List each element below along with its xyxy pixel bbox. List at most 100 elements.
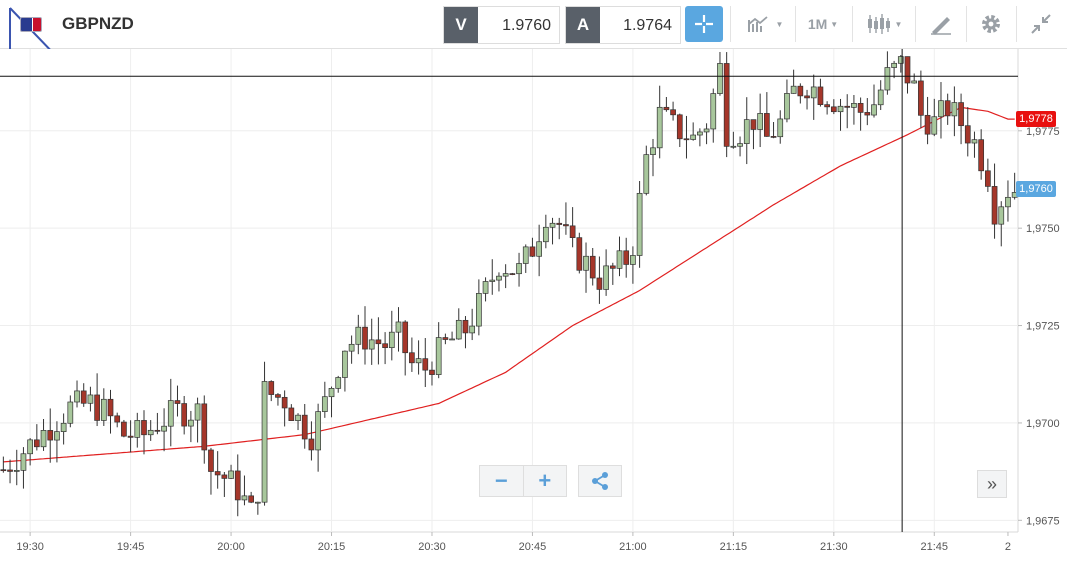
candle-bear (174, 400, 181, 404)
instrument-symbol[interactable]: GBPNZD (62, 14, 134, 33)
candle-bear (442, 337, 449, 340)
candle-bull (348, 343, 355, 352)
candle-bull (757, 113, 764, 130)
candle-bear (141, 420, 147, 436)
timeframe-dropdown[interactable]: 1M ▼ (800, 6, 846, 42)
last-price-tag: 1,9760 (1016, 181, 1056, 198)
indicator-button[interactable]: ▼ (740, 6, 790, 42)
candle-bull (911, 80, 918, 84)
candle-bear (94, 394, 100, 421)
double-chevron-right-icon: » (986, 473, 997, 494)
y-tick-label: 1,9700 (1026, 418, 1060, 430)
x-tick-label: 20:00 (217, 541, 245, 553)
sell-quote[interactable]: V 1.9760 (443, 6, 560, 44)
candle-bull (60, 422, 67, 432)
candle-bull (188, 419, 194, 427)
candle-bear (924, 114, 931, 135)
candle-bear (857, 103, 864, 113)
candle-bull (897, 56, 904, 64)
candle-bear (107, 398, 114, 417)
candle-bull (134, 420, 141, 438)
candle-bear (830, 106, 837, 113)
share-button[interactable] (578, 465, 622, 497)
candle-bear (563, 224, 569, 227)
candle-bull (54, 431, 60, 441)
chart-toolbar: GBPNZD V 1.9760 A 1.9764 ▼ 1M ▼ ▼ (0, 0, 1067, 59)
candle-bear (596, 277, 603, 290)
candle-bear (114, 415, 121, 423)
candle-bear (978, 139, 985, 172)
candle-bull (20, 453, 27, 471)
candle-bear (663, 106, 670, 111)
candle-bull (810, 86, 817, 99)
candle-bull (931, 116, 938, 135)
candle-bull (167, 400, 174, 427)
candle-bear (985, 170, 991, 187)
candle-bear (409, 352, 415, 364)
x-tick-label: 19:30 (16, 541, 44, 553)
candle-bull (415, 358, 422, 364)
candle-bull (971, 139, 978, 144)
candle-bear (770, 136, 777, 138)
candle-bull (335, 377, 342, 389)
candle-bear (529, 246, 536, 257)
x-tick-label: 19:45 (117, 541, 145, 553)
buy-price: 1.9764 (623, 17, 672, 34)
candle-bull (690, 134, 697, 140)
candle-bull (790, 85, 797, 94)
x-tick-label: 21:45 (921, 541, 949, 553)
candle-bear (864, 112, 871, 116)
candle-bear (797, 85, 804, 97)
candle-bear (844, 105, 851, 108)
candle-bear (750, 119, 757, 130)
settings-button[interactable] (972, 6, 1010, 42)
y-tick-label: 1,9725 (1026, 321, 1060, 333)
candle-bear (589, 255, 596, 279)
candle-bear (181, 403, 188, 427)
candle-bull (87, 394, 94, 404)
candle-bull (435, 337, 442, 375)
candle-bull (717, 63, 723, 94)
crosshair-layer (0, 49, 1018, 532)
x-tick-label: 21:00 (619, 541, 647, 553)
candle-bull (295, 414, 301, 421)
sell-price: 1.9760 (502, 17, 551, 34)
candle-bear (683, 138, 690, 141)
candle-bull (161, 425, 167, 432)
candle-bull (522, 246, 529, 264)
candle-bull (147, 429, 154, 436)
candlestick-icon (867, 14, 890, 34)
candle-bear (402, 321, 409, 354)
candle-bull (536, 241, 542, 257)
candlestick-chart[interactable]: 1,9675 1,9700 1,9725 1,9750 1,9775 19:30 19:4… (0, 49, 1067, 562)
chevron-down-icon: ▼ (775, 19, 784, 29)
candle-bear (676, 114, 683, 140)
chart-type-button[interactable]: ▼ (858, 6, 910, 42)
candle-bull (13, 469, 20, 472)
candle-bull (342, 350, 348, 378)
candle-bear (80, 390, 87, 404)
draw-tools-button[interactable] (922, 6, 960, 42)
scroll-to-latest-button[interactable]: » (977, 470, 1007, 498)
candle-bear (308, 438, 315, 451)
buy-quote[interactable]: A 1.9764 (565, 6, 681, 44)
zoom-out-button[interactable]: − (494, 468, 508, 493)
sell-label: V (444, 7, 478, 43)
candle-bear (221, 474, 228, 479)
crosshair-button[interactable] (685, 6, 723, 42)
candle-bull (469, 325, 476, 334)
collapse-button[interactable] (1022, 6, 1060, 42)
candle-bear (817, 86, 824, 105)
candle-bull (254, 501, 261, 504)
candle-bear (623, 250, 630, 265)
candle-bull (656, 106, 663, 149)
candle-bull (315, 411, 321, 451)
y-tick-label: 1,9750 (1026, 223, 1060, 235)
candle-bull (884, 67, 891, 91)
gear-icon (982, 15, 1000, 33)
price-axis: 1,9675 1,9700 1,9725 1,9750 1,9775 (1018, 126, 1060, 527)
zoom-in-button[interactable]: + (538, 468, 552, 493)
candle-bear (918, 80, 924, 116)
candle-bull (837, 105, 844, 113)
candle-bear (268, 381, 275, 395)
